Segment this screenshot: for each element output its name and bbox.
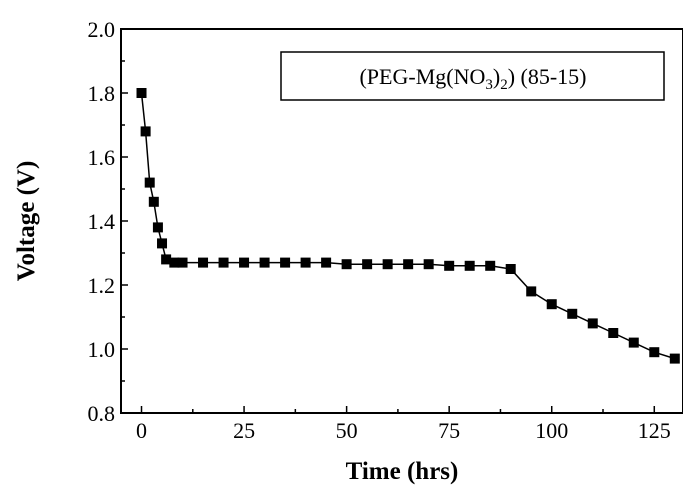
data-point [608,328,619,338]
y-tick-label: 2.0 [88,17,116,42]
data-point [259,257,270,268]
data-point [198,257,209,268]
x-tick-label: 25 [233,418,255,443]
legend: (PEG-Mg(NO3)2) (85-15) [280,51,665,101]
series-layer [136,88,680,364]
data-point [444,260,455,271]
data-point [546,299,557,310]
y-tick-label: 1.2 [88,273,116,298]
data-point [140,126,151,137]
data-point [362,259,373,270]
y-axis-title: Voltage (V) [13,161,40,282]
data-point [485,260,496,271]
data-point [239,257,250,268]
x-axis-title: Time (hrs) [346,458,459,485]
data-point [321,257,332,268]
data-point [161,254,172,265]
data-point [423,259,434,270]
data-point [649,347,660,358]
data-point [567,308,578,319]
x-axis-ticks: 0 25 50 75 100 125 [136,406,671,443]
x-tick-label: 100 [535,418,568,443]
y-tick-label: 1.4 [88,209,116,234]
data-point [628,337,639,348]
data-point [280,257,291,268]
x-tick-label: 75 [438,418,460,443]
legend-label-mid: ) [493,64,500,89]
data-point [169,257,180,268]
legend-sub-2: 2 [500,77,508,93]
legend-label: (PEG-Mg(NO3)2) (85-15) [359,64,586,93]
legend-label-main: (PEG-Mg(NO [359,64,485,89]
data-point [144,177,155,188]
y-tick-label: 1.0 [88,337,116,362]
data-point [218,257,229,268]
y-tick-label: 0.8 [88,401,116,426]
y-tick-label: 1.8 [88,81,116,106]
data-point [382,259,393,270]
data-point [152,222,163,233]
data-point [148,196,159,207]
data-point [136,88,147,98]
data-point [177,257,188,268]
y-axis-ticks: 0.8 1.0 1.2 1.4 1.6 1.8 2.0 [88,17,128,426]
data-point [300,257,311,268]
data-point [341,259,352,270]
data-point [505,264,516,274]
x-tick-label: 125 [638,418,671,443]
data-point [669,353,680,364]
data-point [587,318,598,329]
legend-box [280,51,665,101]
legend-label-end: ) (85-15) [508,64,587,89]
x-tick-label: 50 [336,418,358,443]
data-point [157,238,168,249]
legend-sub-1: 3 [485,77,493,93]
data-point [526,286,537,297]
data-point [464,260,475,271]
y-tick-label: 1.6 [88,145,116,170]
data-point [403,259,414,270]
x-tick-label: 0 [136,418,147,443]
